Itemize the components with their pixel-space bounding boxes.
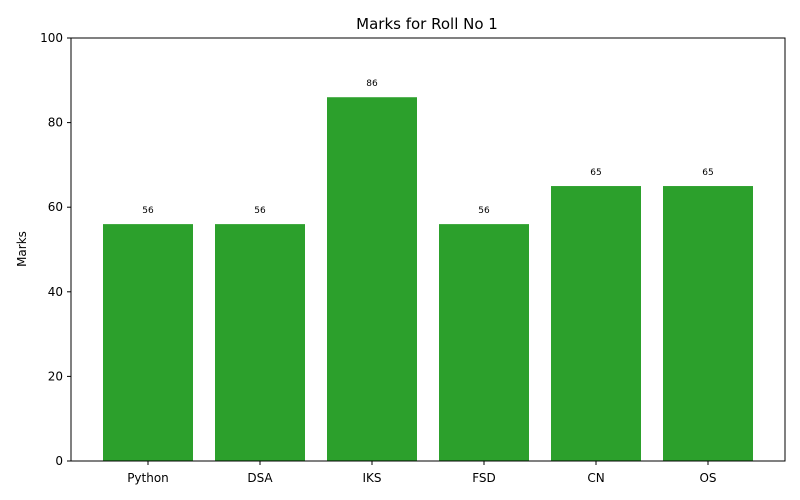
data-label-cn: 65 (590, 168, 601, 178)
y-axis-ticks: 0 20 40 60 80 100 (40, 31, 71, 468)
bar-dsa (215, 224, 305, 461)
bars-layer (103, 97, 753, 462)
bar-fsd (439, 224, 529, 461)
x-axis-ticks: Python DSA IKS FSD CN OS (127, 461, 717, 485)
plot-frame (70, 37, 786, 462)
y-tick-label-40: 40 (48, 285, 63, 299)
x-tick-label-os: OS (699, 471, 716, 485)
data-labels-layer: 56 56 86 56 65 65 (142, 79, 713, 216)
data-label-python: 56 (142, 206, 154, 216)
y-tick-label-20: 20 (48, 369, 63, 383)
x-tick-label-cn: CN (587, 471, 604, 485)
y-tick-label-0: 0 (55, 454, 63, 468)
data-label-iks: 86 (366, 79, 378, 89)
y-tick-label-60: 60 (48, 200, 63, 214)
data-label-fsd: 56 (478, 206, 490, 216)
data-label-os: 65 (702, 168, 713, 178)
x-tick-label-python: Python (127, 471, 169, 485)
bar-os (663, 186, 753, 462)
y-tick-label-80: 80 (48, 116, 63, 130)
bar-iks (327, 97, 417, 461)
x-tick-label-iks: IKS (362, 471, 381, 485)
x-tick-label-dsa: DSA (247, 471, 273, 485)
bar-cn (551, 186, 641, 462)
bar-python (103, 224, 193, 461)
data-label-dsa: 56 (254, 206, 266, 216)
y-tick-label-100: 100 (40, 31, 63, 45)
chart-title: Marks for Roll No 1 (356, 15, 498, 33)
y-axis-label: Marks (15, 231, 29, 267)
x-tick-label-fsd: FSD (472, 471, 496, 485)
